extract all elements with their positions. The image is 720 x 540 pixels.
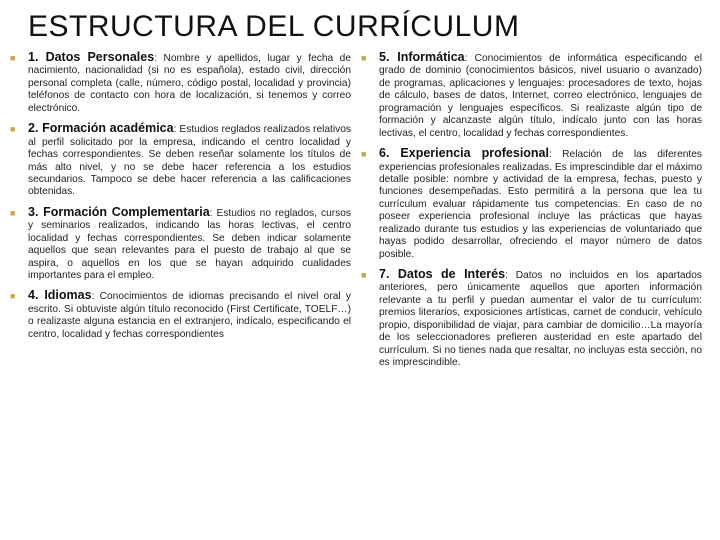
item-text: 7. Datos de Interés: Datos no incluidos … <box>379 267 702 370</box>
list-item: ■ 3. Formación Complementaria: Estudios … <box>10 205 351 283</box>
bullet-icon: ■ <box>361 267 379 370</box>
item-lead: 3. Formación Complementaria <box>28 205 210 219</box>
list-item: ■ 2. Formación académica: Estudios regla… <box>10 121 351 199</box>
list-item: ■ 1. Datos Personales: Nombre y apellido… <box>10 50 351 115</box>
item-lead: 5. Informática <box>379 50 465 64</box>
item-body: : Datos no incluidos en los apartados an… <box>379 270 702 368</box>
bullet-icon: ■ <box>361 50 379 140</box>
item-lead: 6. Experiencia profesional <box>379 146 549 160</box>
item-text: 3. Formación Complementaria: Estudios no… <box>28 205 351 283</box>
item-body: : Conocimientos de informática especific… <box>379 53 702 139</box>
columns-wrap: ■ 1. Datos Personales: Nombre y apellido… <box>10 50 702 376</box>
bullet-icon: ■ <box>10 50 28 115</box>
list-item: ■ 4. Idiomas: Conocimientos de idiomas p… <box>10 288 351 341</box>
list-item: ■ 5. Informática: Conocimientos de infor… <box>361 50 702 140</box>
item-body: : Relación de las diferentes experiencia… <box>379 149 702 260</box>
bullet-icon: ■ <box>10 205 28 283</box>
item-text: 1. Datos Personales: Nombre y apellidos,… <box>28 50 351 115</box>
right-column: ■ 5. Informática: Conocimientos de infor… <box>361 50 702 376</box>
item-lead: 4. Idiomas <box>28 288 92 302</box>
bullet-icon: ■ <box>361 146 379 261</box>
bullet-icon: ■ <box>10 288 28 341</box>
list-item: ■ 6. Experiencia profesional: Relación d… <box>361 146 702 261</box>
left-column: ■ 1. Datos Personales: Nombre y apellido… <box>10 50 351 376</box>
list-item: ■ 7. Datos de Interés: Datos no incluido… <box>361 267 702 370</box>
page-title: ESTRUCTURA DEL CURRÍCULUM <box>10 10 702 44</box>
item-text: 2. Formación académica: Estudios reglado… <box>28 121 351 199</box>
item-lead: 7. Datos de Interés <box>379 267 505 281</box>
item-text: 5. Informática: Conocimientos de informá… <box>379 50 702 140</box>
item-lead: 2. Formación académica <box>28 121 174 135</box>
item-text: 4. Idiomas: Conocimientos de idiomas pre… <box>28 288 351 341</box>
item-text: 6. Experiencia profesional: Relación de … <box>379 146 702 261</box>
item-lead: 1. Datos Personales <box>28 50 154 64</box>
bullet-icon: ■ <box>10 121 28 199</box>
